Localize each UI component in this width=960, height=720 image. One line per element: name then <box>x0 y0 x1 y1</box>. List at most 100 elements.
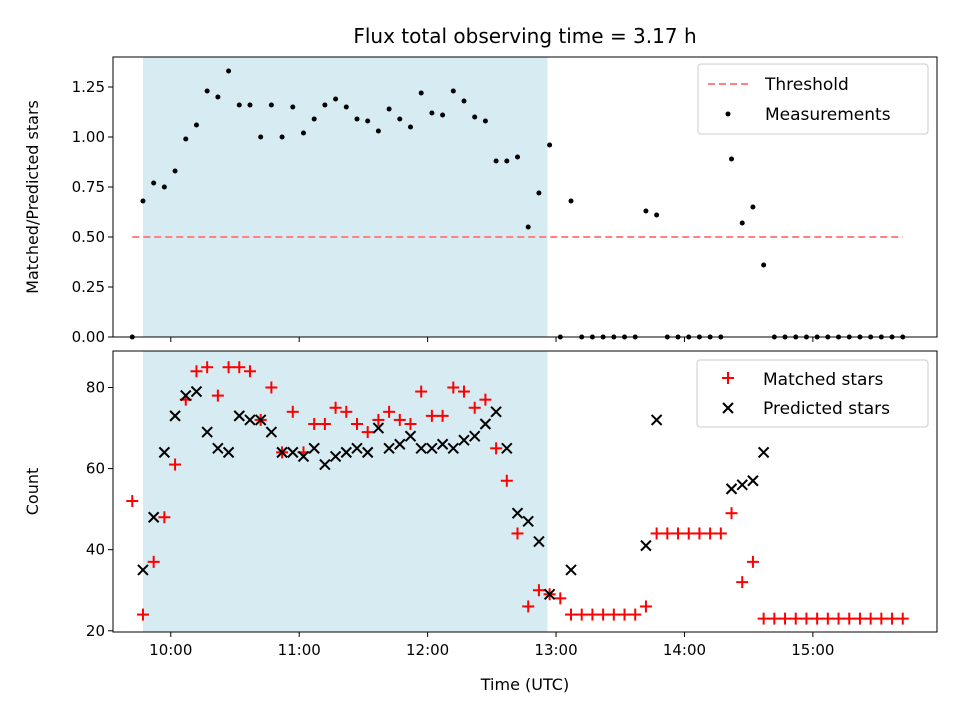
matched-stars-point <box>415 385 428 398</box>
measurements-point <box>461 98 467 104</box>
matched-stars-point <box>126 495 139 508</box>
matched-stars-point <box>500 474 513 487</box>
measurements-point <box>204 88 210 94</box>
measurements-point <box>375 128 381 134</box>
matched-stars-point <box>714 527 727 540</box>
predicted-stars-point <box>747 475 759 487</box>
matched-stars-point <box>554 592 567 605</box>
y-tick-label: 20 <box>86 622 105 640</box>
measurements-point <box>172 168 178 174</box>
matched-stars-point <box>329 401 342 414</box>
matched-stars-point <box>853 612 866 625</box>
measurements-point <box>407 124 413 130</box>
predicted-stars-point <box>308 442 320 455</box>
predicted-stars-point <box>511 507 524 519</box>
x-tick-label: 10:00 <box>149 641 192 659</box>
legend-threshold-label: Threshold <box>764 75 849 95</box>
predicted-stars-point <box>640 539 652 552</box>
predicted-stars-point <box>244 414 256 426</box>
measurements-point <box>418 90 424 96</box>
measurements-point <box>226 68 232 74</box>
measurements-point <box>183 136 189 142</box>
matched-stars-point <box>147 555 160 568</box>
y-tick-label: 0.50 <box>72 228 105 246</box>
matched-stars-point <box>158 511 171 524</box>
predicted-stars-point <box>479 418 492 430</box>
matched-stars-point <box>393 413 406 426</box>
chart-title: Flux total observing time = 3.17 h <box>353 24 696 48</box>
legend-predicted-swatch <box>722 402 734 414</box>
matched-stars-point <box>404 417 417 430</box>
predicted-stars-point <box>297 450 310 463</box>
legend-predicted-label: Predicted stars <box>763 399 890 419</box>
matched-stars-point <box>832 612 845 625</box>
predicted-stars-point <box>543 588 556 600</box>
matched-stars-point <box>490 442 503 455</box>
measurements-point <box>536 190 542 196</box>
measurements-point <box>311 116 317 122</box>
top-y-ticks: 0.00 0.25 0.50 0.75 1.00 1.25 <box>72 78 113 346</box>
matched-stars-point <box>725 507 738 520</box>
matched-stars-point <box>682 527 695 540</box>
matched-stars-point <box>597 608 610 621</box>
measurements-point <box>643 208 649 214</box>
matched-stars-point <box>233 361 246 374</box>
predicted-stars-point <box>468 430 481 442</box>
measurements-point <box>472 114 478 120</box>
measurements-point <box>568 198 574 204</box>
predicted-stars-point <box>372 422 385 434</box>
measurements-point <box>140 198 146 204</box>
measurements-point <box>397 116 403 122</box>
predicted-stars-point <box>436 438 449 450</box>
predicted-stars-point <box>137 564 149 576</box>
y-tick-label: 60 <box>86 460 105 478</box>
y-tick-label: 1.25 <box>72 78 105 96</box>
predicted-stars-point <box>458 434 470 446</box>
y-tick-label: 0.25 <box>72 278 105 296</box>
measurements-point <box>290 104 296 110</box>
bottom-x-ticks: 10:00 11:00 12:00 13:00 14:00 15:00 <box>149 632 834 659</box>
predicted-stars-point <box>361 446 374 459</box>
bottom-y-ticks: 20 40 60 80 <box>86 378 113 640</box>
matched-stars-point <box>361 426 374 439</box>
predicted-stars-point <box>319 458 331 471</box>
legend-matched-label: Matched stars <box>763 370 883 390</box>
predicted-stars-point <box>533 535 545 548</box>
legend-matched-swatch <box>722 372 734 384</box>
matched-stars-point <box>672 527 685 540</box>
measurements-point <box>493 158 499 164</box>
predicted-stars-point <box>329 450 342 463</box>
measurements-point <box>504 158 510 164</box>
bottom-legend-box <box>696 359 929 428</box>
predicted-stars-point <box>233 410 245 422</box>
y-tick-label: 40 <box>86 541 105 559</box>
predicted-stars-point <box>725 483 738 495</box>
matched-stars-point <box>383 405 396 418</box>
matched-stars-point <box>479 393 492 406</box>
predicted-stars-point <box>201 426 213 438</box>
matched-stars-point <box>318 417 331 430</box>
top-legend-box <box>697 63 929 135</box>
measurements-point <box>482 118 488 124</box>
matched-stars-point <box>629 608 642 621</box>
measurements-point <box>354 116 360 122</box>
matched-stars-point <box>575 608 588 621</box>
matched-stars-point <box>243 365 256 378</box>
matched-stars-point <box>340 405 353 418</box>
top-y-axis-label: Matched/Predicted stars <box>23 100 42 294</box>
x-tick-label: 14:00 <box>663 641 706 659</box>
matched-stars-point <box>565 608 578 621</box>
matched-stars-point <box>843 612 856 625</box>
predicted-stars-point <box>565 564 577 576</box>
predicted-stars-point <box>180 389 192 402</box>
matched-stars-point <box>211 389 224 402</box>
predicted-stars-point <box>501 442 513 455</box>
bottom-y-axis-label: Count <box>23 468 42 516</box>
measurements-point <box>258 134 264 140</box>
predicted-stars-point <box>522 515 534 528</box>
top-axes-frame <box>112 56 938 338</box>
measurements-point <box>429 110 435 116</box>
matched-stars-point <box>447 381 460 394</box>
matched-stars-point <box>222 361 235 374</box>
